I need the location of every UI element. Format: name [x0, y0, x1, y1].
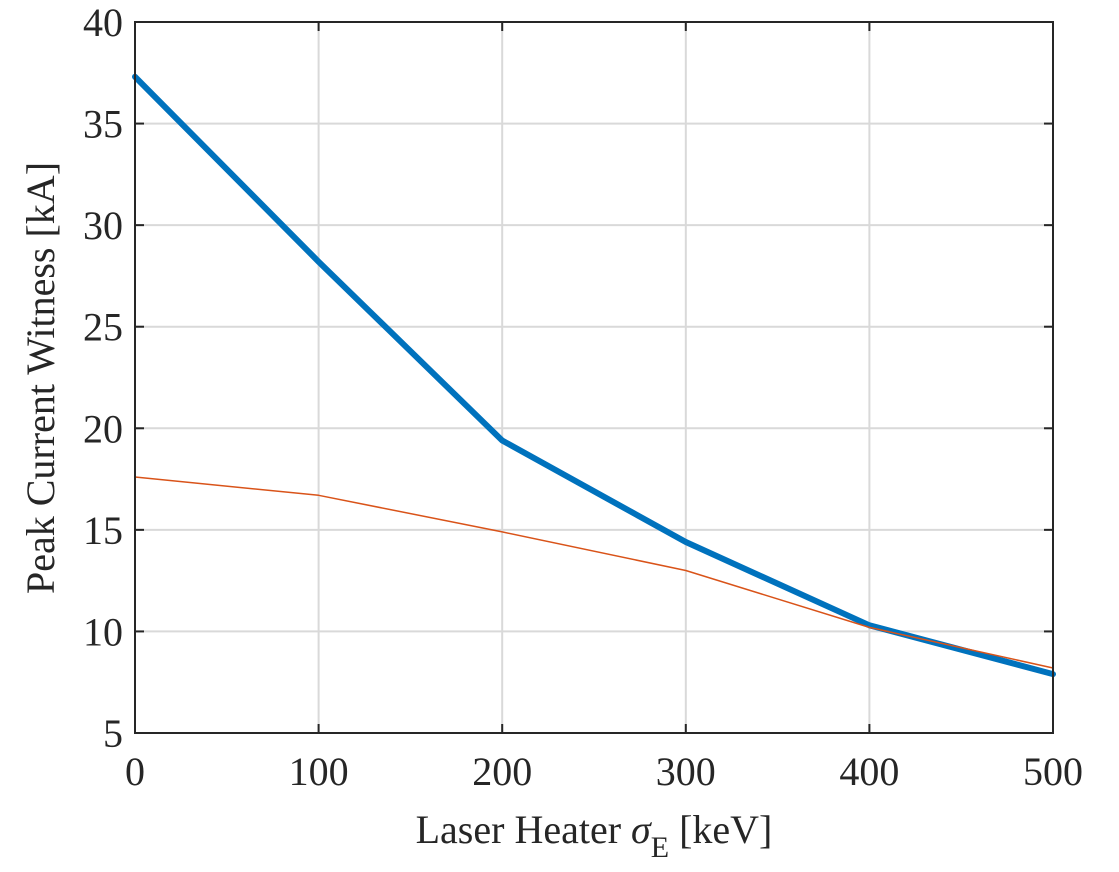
- x-tick-label: 0: [125, 749, 145, 794]
- y-tick-label: 20: [83, 406, 123, 451]
- x-tick-label: 300: [656, 749, 716, 794]
- x-tick-label: 100: [289, 749, 349, 794]
- x-tick-labels: 0 100 200 300 400 500: [125, 749, 1083, 794]
- series-2-line: [134, 476, 1054, 669]
- y-tick-label: 15: [83, 508, 123, 553]
- tick-marks: [134, 21, 1054, 734]
- y-tick-label: 25: [83, 305, 123, 350]
- plot-background: [135, 22, 1053, 733]
- x-axis-label: Laser Heater σE [keV]: [416, 807, 773, 864]
- y-tick-labels: 5 10 15 20 25 30 35 40: [83, 0, 123, 756]
- x-tick-label: 500: [1023, 749, 1083, 794]
- series-lines: [132, 73, 1056, 678]
- x-tick-label: 400: [839, 749, 899, 794]
- plot-frame: [134, 21, 1054, 734]
- y-tick-label: 35: [83, 102, 123, 147]
- y-tick-label: 10: [83, 609, 123, 654]
- x-tick-label: 200: [472, 749, 532, 794]
- y-tick-label: 30: [83, 203, 123, 248]
- y-tick-label: 40: [83, 0, 123, 45]
- y-axis-label: Peak Current Witness [kA]: [18, 162, 63, 594]
- y-tick-label: 5: [103, 711, 123, 756]
